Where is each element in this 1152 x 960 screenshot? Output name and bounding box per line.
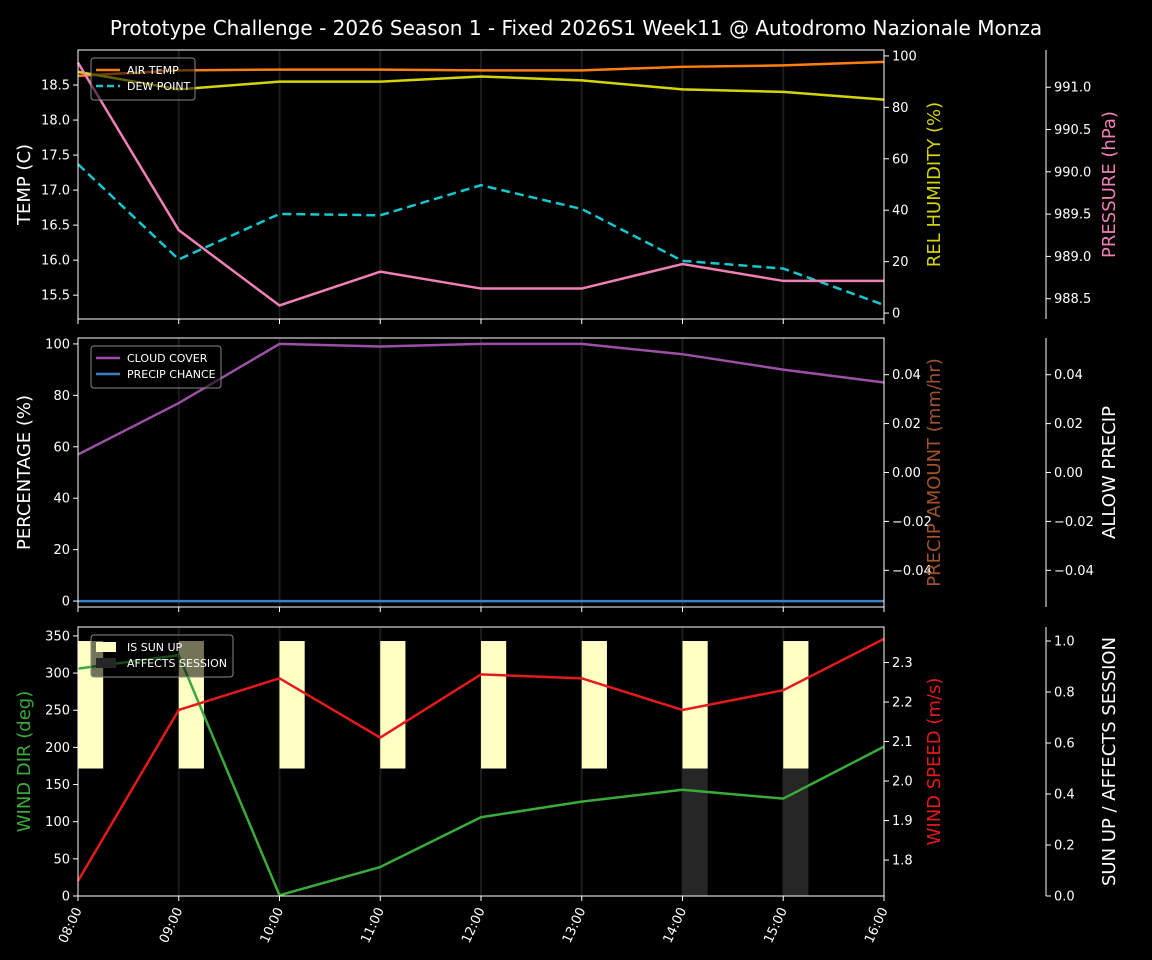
- y3-tick-label: 1.0: [1054, 635, 1075, 650]
- y2-tick-label: 60: [892, 152, 909, 167]
- chart-title: Prototype Challenge - 2026 Season 1 - Fi…: [110, 16, 1042, 40]
- y2-tick-label: 2.3: [892, 656, 913, 671]
- sun-up-bar: [279, 641, 305, 769]
- affects-session-bar: [783, 768, 809, 896]
- y-tick-label: 16.0: [41, 254, 70, 269]
- y2-tick-label: 100: [892, 49, 917, 64]
- series-line-y: [77, 653, 885, 897]
- y3-tick-label: 0.0: [1054, 890, 1075, 905]
- y2-tick-label: 80: [892, 101, 909, 116]
- x-tick-label: 15:00: [761, 905, 790, 945]
- y3-axis-label: SUN UP / AFFECTS SESSION: [1099, 637, 1120, 886]
- x-tick-label: 12:00: [459, 905, 488, 945]
- y2-axis-label: WIND SPEED (m/s): [924, 678, 945, 846]
- y-tick-label: 50: [53, 852, 70, 867]
- legend-label: AIR TEMP: [127, 64, 179, 77]
- y3-tick-label: 991.0: [1054, 81, 1091, 96]
- sun-up-bar: [783, 641, 809, 769]
- x-tick-label: 13:00: [560, 905, 589, 945]
- y3-axis-label: PRESSURE (hPa): [1099, 111, 1120, 258]
- x-tick-label: 09:00: [157, 905, 186, 945]
- y-tick-label: 250: [45, 704, 70, 719]
- y3-axis-label: ALLOW PRECIP: [1099, 406, 1120, 539]
- y2-tick-label: 0.00: [892, 466, 921, 481]
- y-tick-label: 17.0: [41, 184, 70, 199]
- y-tick-label: 300: [45, 667, 70, 682]
- legend-swatch: [96, 658, 116, 668]
- x-tick-label: 11:00: [358, 905, 387, 945]
- y-tick-label: 17.5: [41, 149, 70, 164]
- y-tick-label: 60: [53, 440, 70, 455]
- y2-tick-label: 0: [892, 307, 900, 322]
- legend-box: [90, 57, 196, 101]
- y-tick-label: 20: [53, 543, 70, 558]
- y3-tick-label: 0.8: [1054, 686, 1075, 701]
- y-axis-label: WIND DIR (deg): [14, 691, 35, 833]
- y-tick-label: 40: [53, 492, 70, 507]
- y2-tick-label: 2.0: [892, 775, 913, 790]
- y-tick-label: 100: [45, 337, 70, 352]
- y2-tick-label: 20: [892, 255, 909, 270]
- y2-axis-label: REL HUMIDITY (%): [924, 102, 945, 267]
- sun-up-bar: [481, 641, 507, 769]
- y2-tick-label: 1.8: [892, 854, 913, 869]
- y2-axis-label: PRECIP AMOUNT (mm/hr): [924, 358, 945, 587]
- y3-tick-label: 0.6: [1054, 737, 1075, 752]
- y3-tick-label: 990.0: [1054, 165, 1091, 180]
- affects-session-bar: [682, 768, 708, 896]
- legend-box: [90, 634, 234, 678]
- y-tick-label: 15.5: [41, 289, 70, 304]
- x-tick-label: 14:00: [661, 905, 690, 945]
- y-tick-label: 100: [45, 815, 70, 830]
- legend-swatch: [96, 642, 116, 652]
- sun-up-bar: [380, 641, 406, 769]
- y2-tick-label: 0.02: [892, 417, 921, 432]
- y-tick-label: 200: [45, 741, 70, 756]
- y2-tick-label: 1.9: [892, 814, 913, 829]
- legend-label: DEW POINT: [127, 80, 191, 93]
- y-axis-label: PERCENTAGE (%): [14, 395, 35, 550]
- series-line-air-temp: [77, 60, 885, 78]
- series-line-y2: [76, 637, 885, 882]
- legend-label: AFFECTS SESSION: [127, 657, 227, 670]
- y2-tick-label: 40: [892, 204, 909, 219]
- y3-tick-label: −0.04: [1054, 564, 1094, 579]
- series-line-y2: [77, 70, 885, 101]
- y-tick-label: 18.0: [41, 114, 70, 129]
- series-line-dew-point: [77, 163, 885, 307]
- y2-tick-label: −0.04: [892, 564, 932, 579]
- y3-tick-label: 988.5: [1054, 292, 1091, 307]
- y-axis-label: TEMP (C): [14, 144, 35, 226]
- y3-tick-label: 0.4: [1054, 788, 1075, 803]
- y3-tick-label: 0.2: [1054, 839, 1075, 854]
- y2-tick-label: −0.02: [892, 515, 932, 530]
- y-tick-label: 18.5: [41, 79, 70, 94]
- y3-tick-label: 0.00: [1054, 466, 1083, 481]
- y-tick-label: 80: [53, 389, 70, 404]
- y3-tick-label: −0.02: [1054, 515, 1094, 530]
- legend-box: [90, 345, 222, 389]
- y2-tick-label: 0.04: [892, 368, 921, 383]
- sun-up-bar: [581, 641, 607, 769]
- x-tick-label: 10:00: [258, 905, 287, 945]
- series-line-y3: [76, 62, 884, 307]
- y3-tick-label: 0.02: [1054, 417, 1083, 432]
- y-tick-label: 0: [62, 595, 70, 610]
- y3-tick-label: 989.0: [1054, 250, 1091, 265]
- y3-tick-label: 0.04: [1054, 368, 1083, 383]
- y3-tick-label: 989.5: [1054, 208, 1091, 223]
- y2-tick-label: 2.1: [892, 735, 913, 750]
- y-tick-label: 150: [45, 778, 70, 793]
- y3-tick-label: 990.5: [1054, 123, 1091, 138]
- legend-label: PRECIP CHANCE: [127, 368, 216, 381]
- x-tick-label: 08:00: [56, 905, 85, 945]
- y2-tick-label: 2.2: [892, 696, 913, 711]
- y-tick-label: 350: [45, 629, 70, 644]
- legend-label: CLOUD COVER: [127, 352, 208, 365]
- x-tick-label: 16:00: [862, 905, 891, 945]
- legend-label: IS SUN UP: [127, 641, 183, 654]
- y-tick-label: 16.5: [41, 219, 70, 234]
- y-tick-label: 0: [62, 890, 70, 905]
